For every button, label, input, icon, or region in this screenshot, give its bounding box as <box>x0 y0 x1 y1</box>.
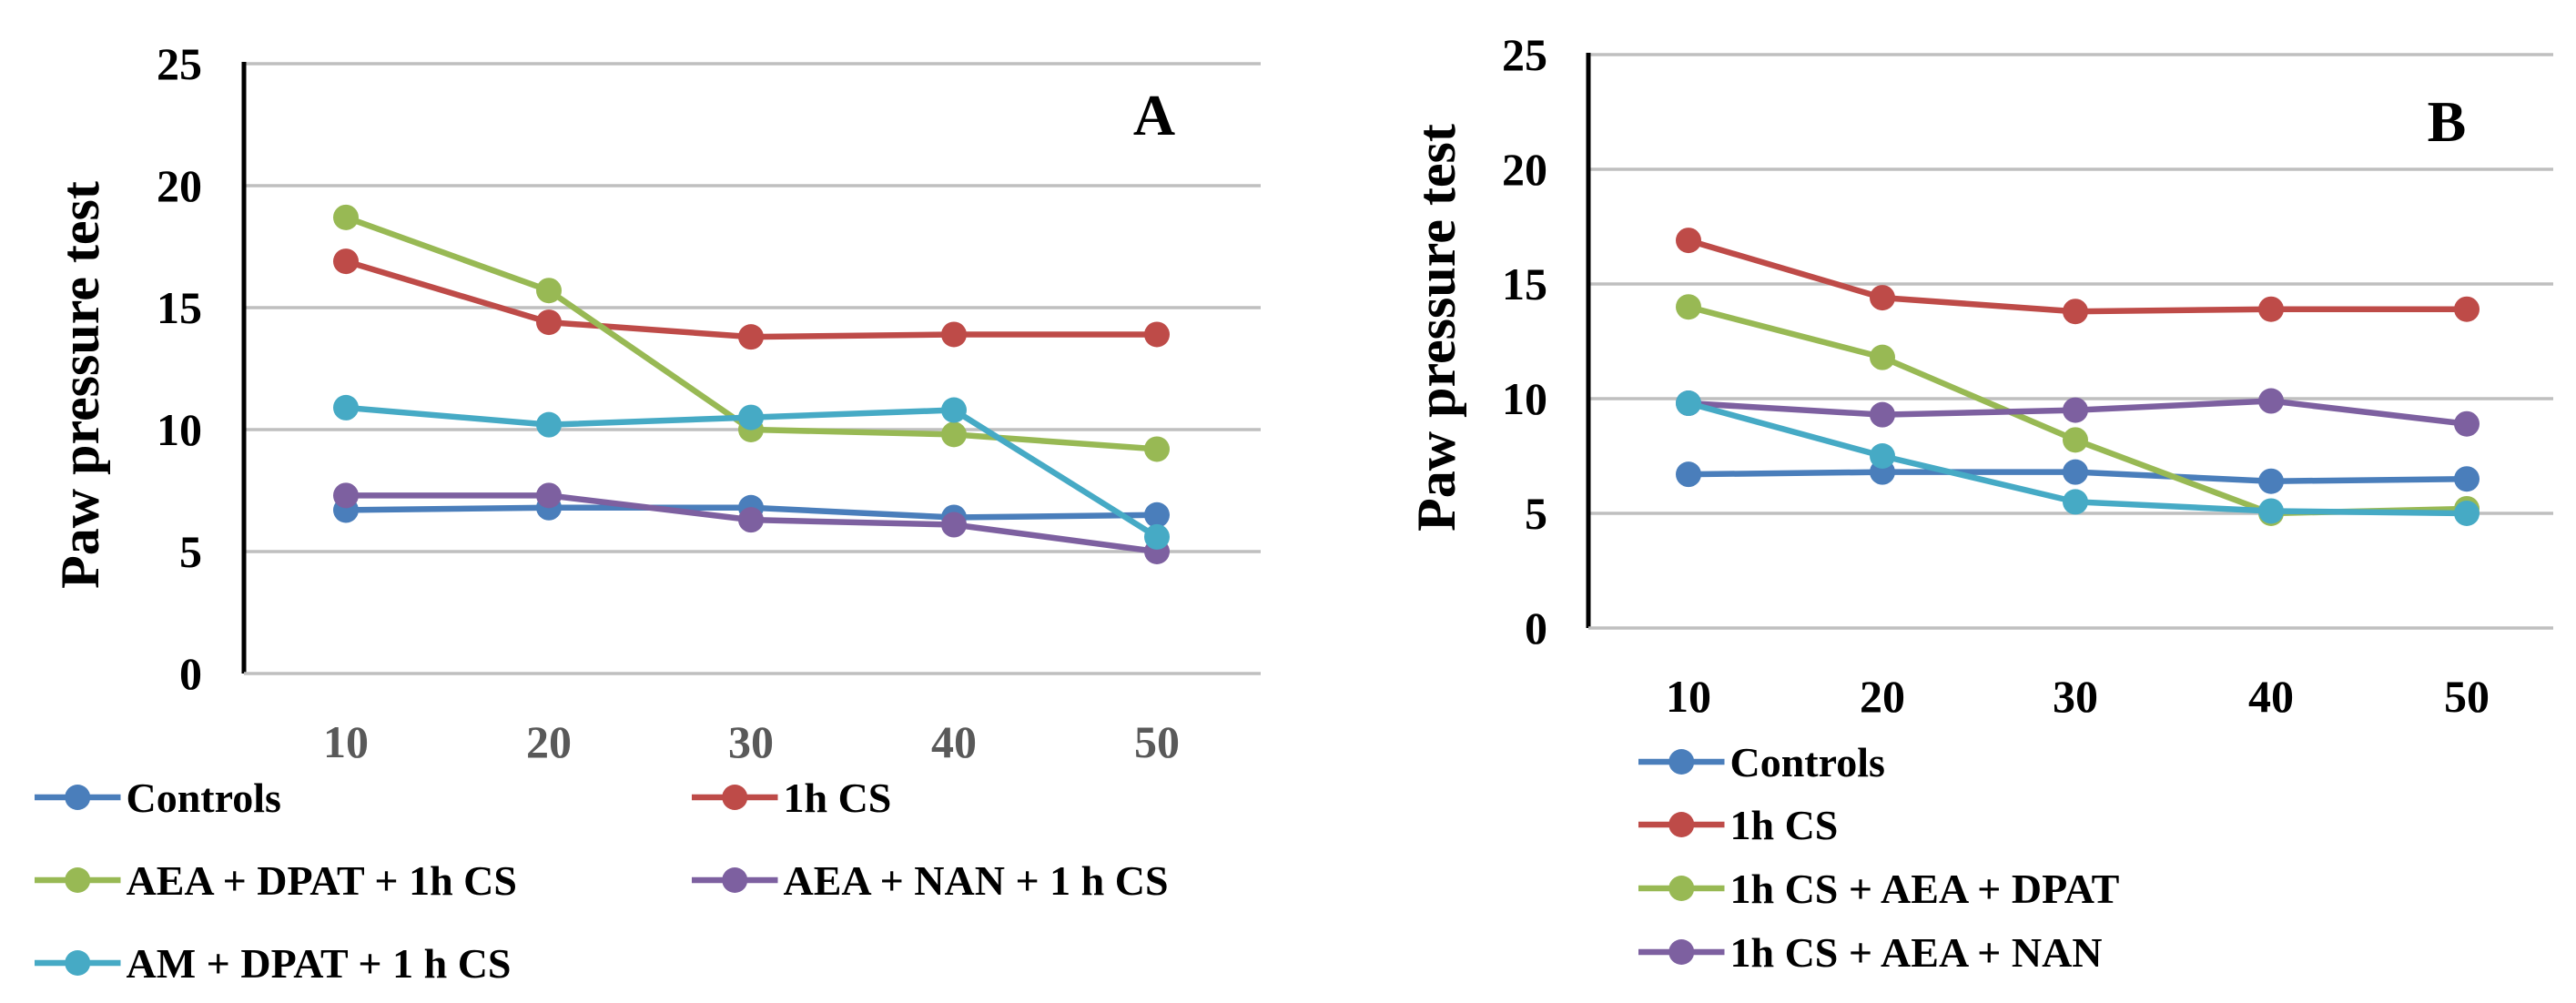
x-tick-label: 40 <box>931 716 977 767</box>
data-point <box>333 394 359 420</box>
y-axis-label: Paw pressure test <box>1406 124 1466 532</box>
data-point <box>1676 228 1701 254</box>
legend-swatch-marker <box>65 950 91 976</box>
legend-swatch-marker <box>1668 812 1695 837</box>
data-point <box>1870 344 1895 370</box>
panel-label: B <box>2428 89 2467 154</box>
y-tick-label: 0 <box>179 648 202 699</box>
data-point <box>1676 390 1701 417</box>
legend-swatch-marker <box>722 785 748 810</box>
x-tick-label: 20 <box>1860 671 1905 722</box>
data-point <box>941 421 967 448</box>
legend-label: AEA + DPAT + 1h CS <box>127 857 517 904</box>
data-point <box>333 204 359 230</box>
x-tick-label: 30 <box>728 716 774 767</box>
data-point <box>2063 459 2088 485</box>
data-point <box>738 507 764 533</box>
x-tick-label: 50 <box>2444 671 2490 722</box>
data-point <box>1144 523 1170 550</box>
legend-swatch-marker <box>65 785 91 810</box>
data-point <box>1144 321 1170 348</box>
y-tick-label: 20 <box>1502 144 1547 195</box>
data-point <box>2258 296 2284 322</box>
panel-label: A <box>1133 83 1175 147</box>
panel-b: 0 5 10 15 20 25 10 20 30 40 50 Paw pressure test B Co… <box>1406 29 2553 976</box>
data-point <box>1870 443 1895 469</box>
data-point <box>738 324 764 350</box>
x-tick-label: 10 <box>1666 671 1711 722</box>
legend-label: 1h CS <box>1730 802 1839 848</box>
data-point <box>2258 468 2284 494</box>
panel-a: 0 5 10 15 20 25 10 20 30 40 50 Paw pressure test A Co… <box>35 38 1261 987</box>
data-point <box>738 404 764 431</box>
legend-swatch-marker <box>1668 939 1695 965</box>
y-tick-label: 20 <box>157 160 202 211</box>
data-point <box>2454 466 2480 492</box>
legend-label: AEA + NAN + 1 h CS <box>784 857 1169 904</box>
legend-label: Controls <box>1730 739 1885 785</box>
legend-swatch-marker <box>1668 876 1695 901</box>
data-point <box>536 482 562 509</box>
data-point <box>1870 285 1895 311</box>
y-axis-label: Paw pressure test <box>50 181 110 589</box>
legend-label: 1h CS + AEA + DPAT <box>1730 866 2120 912</box>
data-point <box>2063 427 2088 453</box>
y-tick-label: 25 <box>1502 29 1547 80</box>
data-point <box>2454 410 2480 437</box>
data-point <box>941 321 967 348</box>
y-tick-label: 15 <box>1502 258 1547 309</box>
data-point <box>941 397 967 423</box>
data-point <box>333 248 359 275</box>
x-tick-label: 50 <box>1134 716 1180 767</box>
data-point <box>1144 502 1170 528</box>
data-point <box>333 482 359 509</box>
legend-label: Controls <box>127 775 281 821</box>
y-tick-label: 10 <box>157 404 202 455</box>
legend-label: AM + DPAT + 1 h CS <box>127 940 512 987</box>
data-point <box>536 278 562 304</box>
legend-label: 1h CS <box>784 775 892 821</box>
y-tick-label: 25 <box>157 38 202 89</box>
y-tick-label: 5 <box>179 526 202 577</box>
legend-swatch-marker <box>1668 749 1695 775</box>
data-point <box>2454 296 2480 322</box>
data-point <box>941 512 967 538</box>
data-point <box>2454 501 2480 526</box>
legend-swatch-marker <box>722 867 748 893</box>
y-tick-label: 10 <box>1502 373 1547 424</box>
data-point <box>536 411 562 438</box>
data-point <box>2063 489 2088 515</box>
legend-label: 1h CS + AEA + NAN <box>1730 929 2103 976</box>
data-point <box>536 309 562 336</box>
x-tick-label: 30 <box>2053 671 2098 722</box>
data-point <box>2258 388 2284 414</box>
y-tick-label: 0 <box>1525 603 1547 653</box>
x-tick-label: 10 <box>323 716 369 767</box>
x-tick-label: 20 <box>526 716 572 767</box>
data-point <box>1676 461 1701 488</box>
y-tick-label: 15 <box>157 282 202 333</box>
data-point <box>1870 401 1895 428</box>
x-tick-label: 40 <box>2248 671 2294 722</box>
data-point <box>2258 498 2284 524</box>
legend-swatch-marker <box>65 867 91 893</box>
data-point <box>1144 436 1170 462</box>
y-tick-label: 5 <box>1525 488 1547 539</box>
data-point <box>1676 294 1701 320</box>
data-point <box>2063 299 2088 325</box>
data-point <box>2063 397 2088 423</box>
